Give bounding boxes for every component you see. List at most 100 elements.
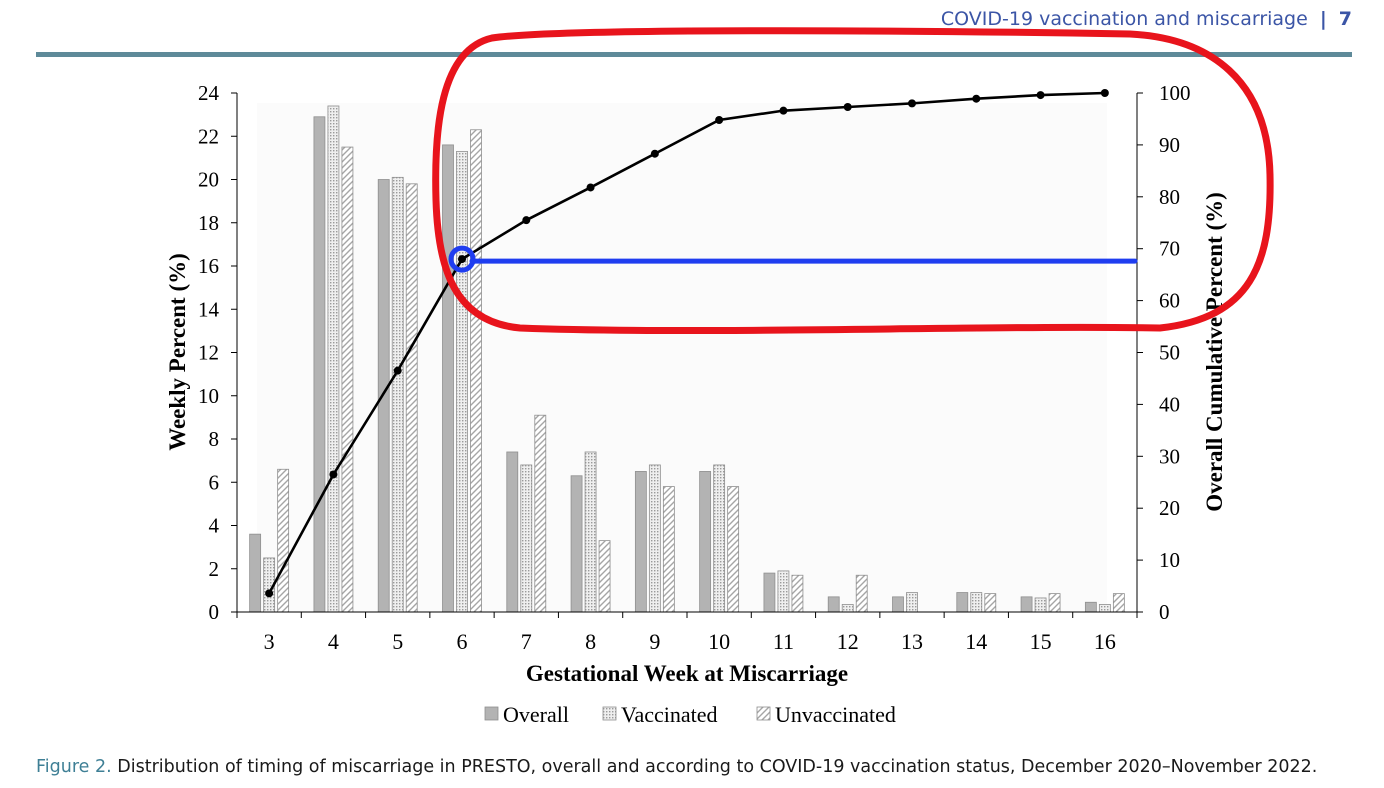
header-separator: | xyxy=(1319,8,1327,30)
bar-vaccinated-week-4 xyxy=(327,105,340,613)
x-tick-label-15: 15 xyxy=(1030,629,1052,654)
bar-vaccinated-week-7 xyxy=(520,464,533,613)
cumulative-point-week-13 xyxy=(908,99,916,108)
bar-overall-week-3 xyxy=(249,533,262,613)
bar-unvaccinated-week-16 xyxy=(1112,593,1125,613)
bar-unvaccinated-week-11 xyxy=(791,574,804,613)
cumulative-point-week-11 xyxy=(779,106,788,115)
bar-overall-week-11 xyxy=(763,572,776,613)
bar-overall-week-15 xyxy=(1020,596,1033,613)
bar-unvaccinated-week-12 xyxy=(855,574,868,613)
bar-vaccinated-week-6 xyxy=(456,150,468,613)
y-tick-label-2: 2 xyxy=(209,557,220,581)
legend-label-overall: Overall xyxy=(503,702,569,727)
bar-overall-week-4 xyxy=(313,116,326,613)
y-tick-label-20: 20 xyxy=(198,168,219,192)
hand-drawn-annotations xyxy=(432,27,1274,335)
y2-tick-label-50: 50 xyxy=(1159,341,1180,365)
x-tick-label-7: 7 xyxy=(521,629,532,654)
figure-caption: Figure 2. Distribution of timing of misc… xyxy=(36,757,1376,777)
y-tick-label-24: 24 xyxy=(198,81,220,105)
x-tick-label-6: 6 xyxy=(457,629,468,654)
bar-unvaccinated-week-4 xyxy=(341,146,354,613)
y2-tick-label-70: 70 xyxy=(1159,237,1180,261)
bar-overall-week-13 xyxy=(892,596,904,613)
y2-axis-title: Overall Cumulative Percent (%) xyxy=(1202,192,1227,512)
cumulative-point-week-9 xyxy=(650,149,659,158)
y-tick-label-14: 14 xyxy=(198,297,220,321)
plot-area: 0246810121416182022240102030405060708090… xyxy=(165,81,1227,727)
bar-unvaccinated-week-8 xyxy=(598,540,611,613)
y-tick-label-0: 0 xyxy=(209,600,220,624)
cumulative-point-week-3 xyxy=(265,589,274,598)
x-tick-label-9: 9 xyxy=(649,629,660,654)
bar-unvaccinated-week-6 xyxy=(470,129,482,613)
x-tick-label-13: 13 xyxy=(901,629,923,654)
cumulative-point-week-6 xyxy=(458,255,466,264)
cumulative-point-week-14 xyxy=(972,94,981,103)
x-tick-label-16: 16 xyxy=(1094,629,1116,654)
cumulative-point-week-7 xyxy=(522,216,531,225)
x-tick-label-4: 4 xyxy=(328,629,339,654)
cumulative-line xyxy=(267,91,1105,594)
bar-unvaccinated-week-9 xyxy=(662,486,675,613)
y-tick-label-6: 6 xyxy=(209,470,220,494)
running-header: COVID-19 vaccination and miscarriage | 7 xyxy=(941,8,1352,30)
bar-unvaccinated-week-3 xyxy=(277,468,290,613)
y2-tick-label-90: 90 xyxy=(1159,133,1180,157)
x-tick-label-8: 8 xyxy=(585,629,596,654)
y-axis-title: Weekly Percent (%) xyxy=(165,253,190,451)
bar-unvaccinated-week-10 xyxy=(727,486,740,613)
bar-unvaccinated-week-7 xyxy=(534,414,547,613)
bar-vaccinated-week-9 xyxy=(648,464,661,613)
bar-vaccinated-week-15 xyxy=(1034,597,1047,613)
caption-text: Distribution of timing of miscarriage in… xyxy=(117,757,1318,777)
y2-tick-label-60: 60 xyxy=(1159,289,1180,313)
red-circle-annotation xyxy=(432,27,1274,335)
bar-vaccinated-week-14 xyxy=(970,592,983,613)
bar-unvaccinated-week-14 xyxy=(984,593,997,613)
x-tick-label-14: 14 xyxy=(965,629,987,654)
cumulative-point-week-10 xyxy=(715,115,724,124)
cumulative-point-week-4 xyxy=(329,470,338,479)
cumulative-point-week-12 xyxy=(843,103,852,112)
legend-swatch-vaccinated xyxy=(602,706,617,721)
y2-tick-label-20: 20 xyxy=(1159,496,1180,520)
legend-swatch-unvaccinated xyxy=(756,706,771,721)
bar-overall-week-16 xyxy=(1084,601,1097,613)
x-tick-label-11: 11 xyxy=(773,629,794,654)
y-tick-label-12: 12 xyxy=(198,341,219,365)
bar-overall-week-14 xyxy=(956,592,969,613)
y2-tick-label-0: 0 xyxy=(1159,600,1170,624)
legend-label-vaccinated: Vaccinated xyxy=(621,702,718,727)
y2-tick-label-80: 80 xyxy=(1159,185,1180,209)
legend-label-unvaccinated: Unvaccinated xyxy=(775,702,896,727)
cumulative-point-week-5 xyxy=(393,366,402,375)
bar-vaccinated-week-13 xyxy=(906,592,918,613)
bar-vaccinated-week-5 xyxy=(391,176,404,613)
header-rule xyxy=(36,52,1352,57)
y-tick-label-18: 18 xyxy=(198,211,219,235)
cumulative-point-week-8 xyxy=(586,183,595,192)
bar-overall-week-8 xyxy=(570,475,583,613)
x-tick-label-3: 3 xyxy=(264,629,275,654)
bar-overall-week-10 xyxy=(699,471,712,613)
bar-overall-week-12 xyxy=(827,596,840,613)
figure-label: Figure 2. xyxy=(36,757,112,777)
y-tick-label-4: 4 xyxy=(209,514,220,538)
bar-vaccinated-week-12 xyxy=(841,604,854,613)
y2-tick-label-40: 40 xyxy=(1159,392,1180,416)
y2-tick-label-30: 30 xyxy=(1159,444,1180,468)
x-tick-label-12: 12 xyxy=(837,629,859,654)
bar-vaccinated-week-16 xyxy=(1098,604,1111,613)
y-tick-label-22: 22 xyxy=(198,124,219,148)
bar-vaccinated-week-10 xyxy=(713,464,726,613)
y-tick-label-8: 8 xyxy=(209,427,220,451)
y-tick-label-10: 10 xyxy=(198,384,219,408)
bar-unvaccinated-week-15 xyxy=(1048,593,1061,613)
cumulative-point-week-16 xyxy=(1100,89,1109,97)
bar-vaccinated-week-11 xyxy=(777,570,790,613)
x-axis-title: Gestational Week at Miscarriage xyxy=(526,661,848,686)
y-tick-label-16: 16 xyxy=(198,254,219,278)
